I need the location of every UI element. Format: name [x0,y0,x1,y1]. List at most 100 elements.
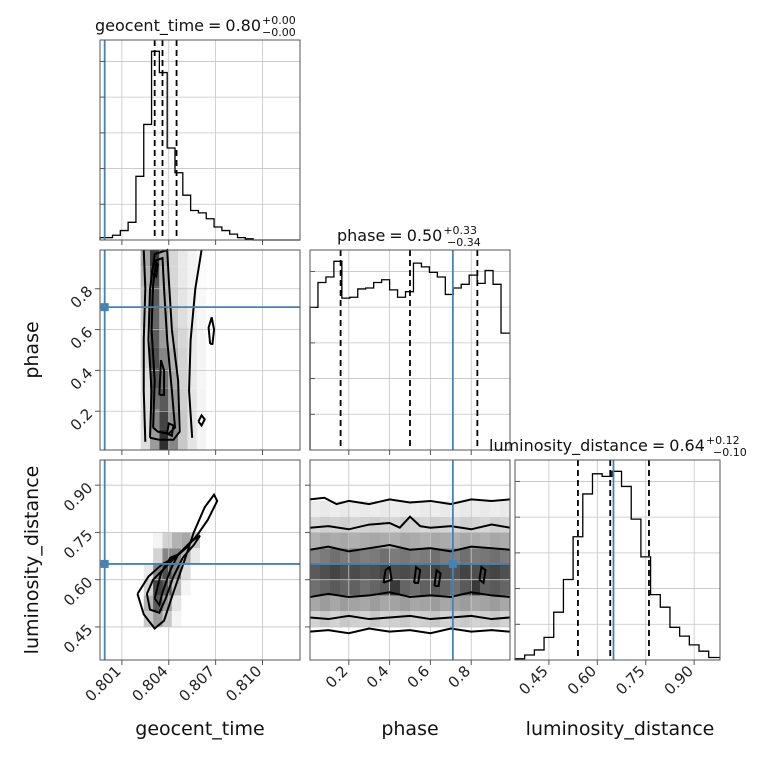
density-cell-luminosity-distance-vs-phase-5-11 [420,532,430,549]
density-cell-luminosity-distance-vs-phase-2-2 [330,579,340,596]
contour-phase-vs-geocent-time-7 [207,317,216,345]
density-cell-luminosity-distance-vs-geocent-time-3-1 [153,563,163,580]
density-cell-luminosity-distance-vs-phase-4-14 [450,548,460,564]
density-cell-phase-vs-geocent-time-4-5 [187,347,197,369]
histogram-geocent-time [99,50,300,241]
density-cell-luminosity-distance-vs-phase-7-12 [430,500,440,517]
density-cell-phase-vs-geocent-time-3-0 [140,368,150,389]
tick-label-y-luminosity-distance-0: 0.45 [60,621,96,657]
density-cell-phase-vs-geocent-time-1-5 [187,409,197,430]
density-cell-phase-vs-geocent-time-8-6 [196,266,207,287]
density-cell-luminosity-distance-vs-phase-3-5 [360,563,370,580]
density-cell-luminosity-distance-vs-phase-6-9 [400,516,410,533]
density-cell-phase-vs-geocent-time-5-1 [150,327,160,348]
density-cell-phase-vs-geocent-time-1-4 [178,409,188,430]
density-cell-luminosity-distance-vs-phase-2-5 [360,579,370,596]
density-cell-luminosity-distance-vs-phase-0-17 [480,611,490,627]
density-cell-luminosity-distance-vs-phase-1-1 [320,595,330,612]
density-cell-luminosity-distance-vs-phase-4-5 [360,548,370,564]
density-cell-luminosity-distance-vs-phase-2-18 [490,579,500,596]
contour-phase-vs-geocent-time-2 [158,359,166,396]
tick-label-x-luminosity-distance-1: 0.60 [564,662,600,698]
panel-frame-phase-hist [309,249,511,451]
density-cell-luminosity-distance-vs-phase-2-12 [430,579,440,596]
title-luminosity-distance-median: 0.64 [669,436,705,455]
tick-label-y-luminosity-distance-1: 0.60 [60,573,96,609]
tick-label-y-phase-0: 0.2 [67,405,97,435]
title-geocent-time-minus: −0.00 [262,26,296,39]
density-cell-luminosity-distance-vs-phase-4-0 [310,548,320,564]
density-cell-luminosity-distance-vs-phase-5-12 [430,532,440,549]
density-cell-phase-vs-geocent-time-0-6 [196,429,207,450]
density-cell-phase-vs-geocent-time-8-4 [178,266,188,287]
density-cell-luminosity-distance-vs-phase-6-10 [410,516,420,533]
density-cell-luminosity-distance-vs-phase-2-8 [390,579,400,596]
truth-marker-phase-vs-geocent-time [100,303,109,312]
frame-layer [99,39,721,661]
density-cell-phase-vs-geocent-time-6-4 [178,307,188,328]
density-cell-luminosity-distance-vs-phase-2-14 [450,579,460,596]
density-cell-luminosity-distance-vs-phase-7-14 [450,500,460,517]
density-cell-luminosity-distance-vs-phase-4-15 [460,548,470,564]
density-cell-phase-vs-geocent-time-7-5 [187,286,197,308]
title-phase: phase = 0.50+0.33 −0.34 [337,224,481,249]
density-cell-luminosity-distance-vs-phase-6-0 [310,516,320,533]
density-cell-phase-vs-geocent-time-2-6 [196,388,207,410]
density-cell-luminosity-distance-vs-phase-6-15 [460,516,470,533]
truth-marker-luminosity-distance-vs-phase [448,559,457,568]
density-cell-luminosity-distance-vs-phase-4-12 [430,548,440,564]
tick-label-y-luminosity-distance-2: 0.75 [60,526,96,562]
density-cell-luminosity-distance-vs-phase-0-7 [380,611,390,627]
density-cell-luminosity-distance-vs-geocent-time-2-4 [181,579,191,596]
density-cell-luminosity-distance-vs-geocent-time-5-4 [181,532,191,549]
title-luminosity-distance-minus: −0.10 [713,446,747,459]
contour-luminosity-distance-vs-geocent-time-0 [136,492,219,630]
density-cell-phase-vs-geocent-time-9-3 [168,250,179,267]
density-cell-phase-vs-geocent-time-4-2 [159,347,169,369]
density-cell-luminosity-distance-vs-phase-1-16 [470,595,480,612]
density-cell-phase-vs-geocent-time-1-2 [159,409,169,430]
title-luminosity-distance-name: luminosity_distance [489,436,648,456]
truth-marker-luminosity-distance-vs-geocent-time [100,559,109,568]
density-cell-phase-vs-geocent-time-6-2 [159,307,169,328]
density-cell-luminosity-distance-vs-phase-5-14 [450,532,460,549]
density-cell-phase-vs-geocent-time-5-0 [140,327,150,348]
density-cell-luminosity-distance-vs-phase-4-1 [320,548,330,564]
ylabel-phase: phase [21,321,43,378]
tick-label-y-phase-3: 0.8 [67,282,97,312]
contour-luminosity-distance-vs-phase-6 [382,565,393,584]
density-cell-luminosity-distance-vs-geocent-time-0-3 [171,611,182,627]
density-cell-phase-vs-geocent-time-7-6 [196,286,207,308]
tick-label-x-geocent-time-2: 0.807 [175,662,218,705]
density-cell-luminosity-distance-vs-phase-1-17 [480,595,490,612]
density-cell-luminosity-distance-vs-phase-6-16 [470,516,480,533]
density-cell-phase-vs-geocent-time-7-4 [178,286,188,308]
density-cell-luminosity-distance-vs-phase-4-18 [490,548,500,564]
density-cell-luminosity-distance-vs-phase-2-7 [380,579,390,596]
title-luminosity-distance: luminosity_distance = 0.64+0.12 −0.10 [489,434,747,459]
contour-layer [136,248,511,635]
density-cell-phase-vs-geocent-time-3-4 [178,368,188,389]
density-cell-luminosity-distance-vs-phase-3-14 [450,563,460,580]
density-cell-luminosity-distance-vs-phase-7-13 [440,500,450,517]
density-cell-luminosity-distance-vs-phase-6-19 [500,516,510,533]
xlabel-geocent-time: geocent_time [135,718,264,740]
density-cell-luminosity-distance-vs-phase-3-8 [390,563,400,580]
density-cell-luminosity-distance-vs-geocent-time-0-2 [162,611,172,627]
contour-luminosity-distance-vs-phase-2 [309,591,511,599]
density-cell-luminosity-distance-vs-phase-2-3 [340,579,350,596]
density-cell-phase-vs-geocent-time-6-1 [150,307,160,328]
density-cell-luminosity-distance-vs-phase-1-4 [350,595,360,612]
density-cell-luminosity-distance-vs-geocent-time-2-0 [143,579,154,596]
density-cell-phase-vs-geocent-time-4-3 [168,347,179,369]
density-cell-luminosity-distance-vs-phase-7-10 [410,500,420,517]
contour-phase-vs-geocent-time-8 [197,413,206,428]
title-geocent-time-name: geocent_time [95,16,204,36]
density-cell-luminosity-distance-vs-phase-4-2 [330,548,340,564]
density-cell-luminosity-distance-vs-phase-1-2 [330,595,340,612]
title-phase-median: 0.50 [407,226,443,245]
density-cell-phase-vs-geocent-time-9-0 [140,250,150,267]
density-cell-luminosity-distance-vs-phase-6-1 [320,516,330,533]
density-cell-luminosity-distance-vs-geocent-time-5-1 [153,532,163,549]
